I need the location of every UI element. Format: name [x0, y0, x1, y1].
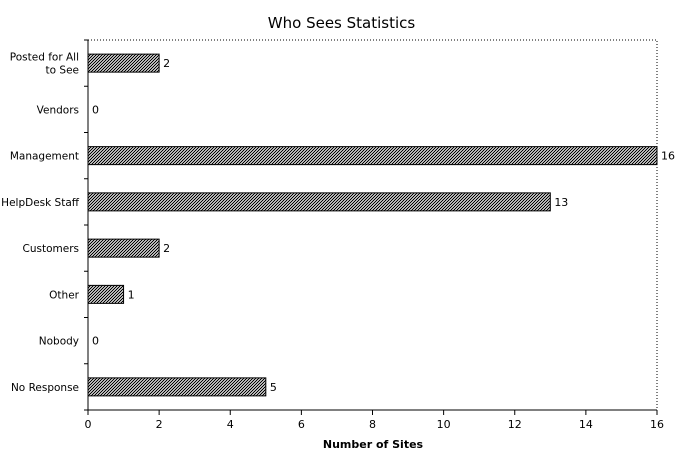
data-label: 2	[163, 242, 170, 255]
x-tick-label: 16	[650, 418, 664, 431]
x-tick-label: 2	[156, 418, 163, 431]
plot-border	[87, 39, 658, 411]
data-label: 1	[128, 288, 135, 301]
bar	[87, 284, 125, 304]
data-label: 2	[163, 57, 170, 70]
data-label: 16	[661, 150, 675, 163]
bar	[87, 53, 160, 73]
x-tick-label: 10	[437, 418, 451, 431]
y-category-label: Nobody	[39, 336, 79, 348]
x-tick-label: 14	[579, 418, 593, 431]
y-category-label: Customers	[23, 243, 79, 255]
chart-title: Who Sees Statistics	[267, 14, 416, 32]
y-category-label: Other	[49, 289, 79, 301]
data-label: 0	[92, 335, 99, 348]
x-tick-label: 4	[227, 418, 234, 431]
y-category-label: Management	[10, 151, 79, 163]
x-tick-label: 8	[369, 418, 376, 431]
data-label: 0	[92, 103, 99, 116]
x-axis-label: Number of Sites	[323, 438, 424, 451]
bar	[87, 377, 267, 397]
data-label: 13	[554, 196, 568, 209]
bar	[87, 146, 658, 166]
bar	[87, 192, 551, 212]
y-category-label: No Response	[11, 382, 79, 394]
y-category-label: Vendors	[37, 104, 79, 116]
data-label: 5	[270, 381, 277, 394]
x-tick-label: 6	[298, 418, 305, 431]
bar	[87, 238, 160, 258]
x-tick-label: 0	[85, 418, 92, 431]
x-tick-label: 12	[508, 418, 522, 431]
y-category-label: Posted for All	[10, 52, 79, 64]
y-category-label: HelpDesk Staff	[1, 197, 80, 209]
y-category-label: to See	[46, 65, 79, 77]
